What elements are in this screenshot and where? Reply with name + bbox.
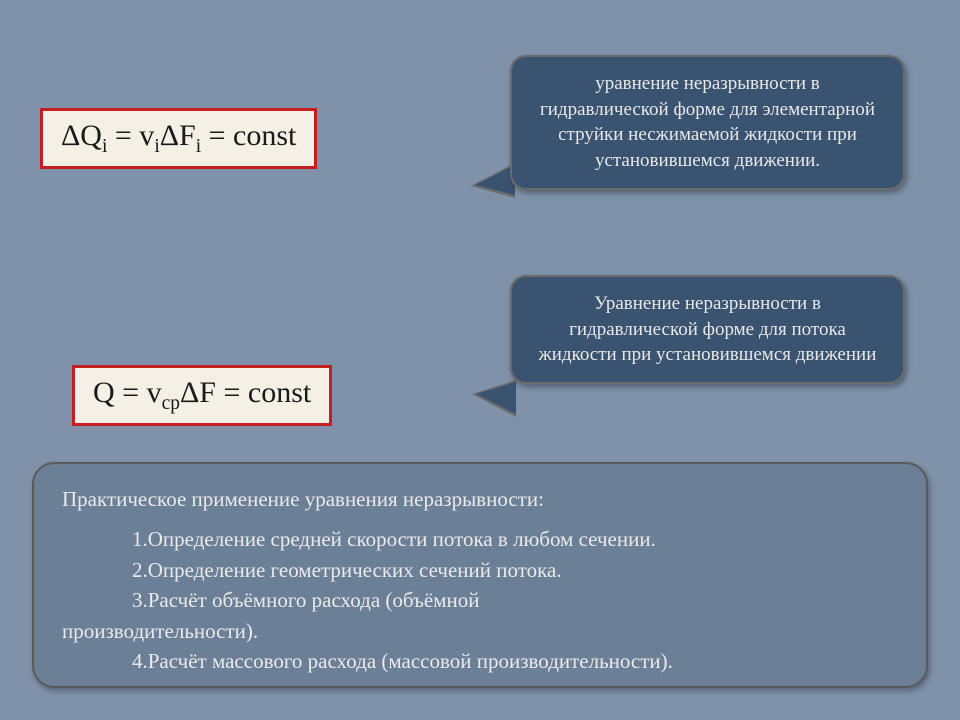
applications-title: Практическое применение уравнения неразр… xyxy=(62,484,898,514)
eq1-part: ΔF xyxy=(160,119,196,152)
callout-2: Уравнение неразрывности в гидравлической… xyxy=(510,275,905,384)
applications-panel: Практическое применение уравнения неразр… xyxy=(32,462,928,688)
list-item: 1.Определение средней скорости потока в … xyxy=(132,524,898,554)
list-item: 4.Расчёт массового расхода (массовой про… xyxy=(132,646,898,676)
callout-1-text: уравнение неразрывности в гидравлической… xyxy=(540,73,875,171)
eq1-part: = v xyxy=(107,119,154,152)
callout-1: уравнение неразрывности в гидравлической… xyxy=(510,55,905,190)
eq1-part: = const xyxy=(201,119,296,152)
callout-tail xyxy=(475,165,515,195)
callout-tail xyxy=(476,382,516,414)
equation-box-1: ΔQi = viΔFi = const xyxy=(40,108,317,169)
eq2-part: Q = v xyxy=(93,376,162,409)
list-item-continuation: производительности). xyxy=(62,616,898,646)
applications-list: 1.Определение средней скорости потока в … xyxy=(62,524,898,676)
eq2-sub: ср xyxy=(162,393,180,414)
eq1-part: ΔQ xyxy=(61,119,102,152)
list-item: 2.Определение геометрических сечений пот… xyxy=(132,555,898,585)
list-item: 3.Расчёт объёмного расхода (объёмной xyxy=(132,585,898,615)
equation-box-2: Q = vсрΔF = const xyxy=(72,365,332,426)
callout-2-text: Уравнение неразрывности в гидравлической… xyxy=(539,293,877,365)
eq2-part: ΔF = const xyxy=(180,376,311,409)
